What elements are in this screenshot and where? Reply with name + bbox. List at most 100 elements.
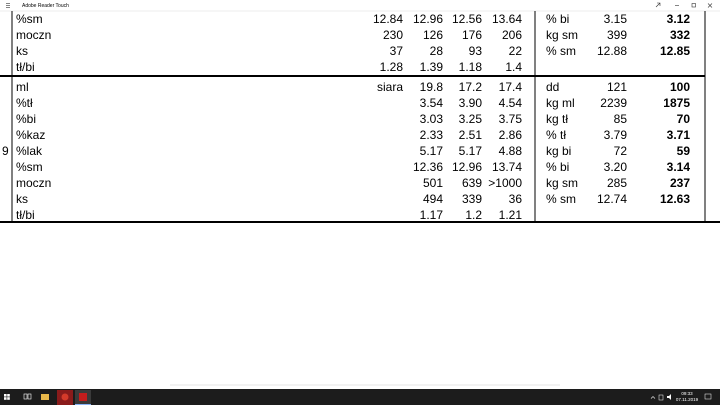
summary-label: % bi (546, 160, 569, 174)
row-group-label: 9 (2, 144, 9, 158)
summary-value: 3.15 (604, 12, 628, 26)
cell: 339 (462, 192, 482, 206)
summary-label: % sm (546, 44, 576, 58)
cell: 4.88 (499, 144, 523, 158)
menu-icon[interactable] (6, 3, 10, 8)
cell: 13.74 (492, 160, 522, 174)
window-title: Adobe Reader Touch (22, 3, 69, 9)
cell: 93 (469, 44, 483, 58)
table: %sm 12.84 12.96 12.56 13.64 % bi 3.15 3.12 moczn… (2, 12, 690, 222)
summary-value: 121 (607, 80, 627, 94)
fullscreen-button[interactable] (655, 2, 661, 8)
cell: 3.03 (420, 112, 444, 126)
cell: 3.75 (499, 112, 523, 126)
summary-result: 70 (677, 112, 691, 126)
summary-result: 59 (677, 144, 691, 158)
cell: 1.4 (505, 60, 522, 74)
summary-value: 399 (607, 28, 627, 42)
summary-value: 12.88 (597, 44, 627, 58)
summary-label: % bi (546, 12, 569, 26)
cell: 17.2 (459, 80, 483, 94)
cell: 12.36 (413, 160, 443, 174)
cell: 12.84 (373, 12, 403, 26)
start-button[interactable] (4, 394, 10, 400)
reader-icon[interactable] (79, 393, 87, 401)
row-label: %sm (16, 12, 43, 26)
row-label: ks (16, 44, 28, 58)
taskbar (0, 389, 720, 405)
app-icon[interactable] (61, 393, 69, 401)
notifications-button[interactable] (704, 393, 712, 400)
clock-time[interactable]: 09:33 (681, 391, 693, 396)
cell: 5.17 (420, 144, 444, 158)
summary-value: 72 (614, 144, 628, 158)
cell: 1.2 (465, 208, 482, 222)
summary-label: dd (546, 80, 559, 94)
row-label: ks (16, 192, 28, 206)
task-view-button[interactable] (23, 393, 32, 400)
close-button[interactable] (707, 3, 713, 8)
cell: 206 (502, 28, 522, 42)
summary-result: 3.71 (667, 128, 691, 142)
cell: 12.96 (413, 12, 443, 26)
battery-icon[interactable] (658, 394, 664, 401)
summary-result: 1875 (663, 96, 690, 110)
cell: 4.54 (499, 96, 523, 110)
cell: 2.51 (459, 128, 483, 142)
cell: 17.4 (499, 80, 523, 94)
cell: 230 (383, 28, 403, 42)
row-label: %kaz (16, 128, 45, 142)
summary-label: kg tł (546, 112, 568, 126)
cell: 13.64 (492, 12, 522, 26)
cell: 1.39 (420, 60, 444, 74)
summary-result: 12.85 (660, 44, 690, 58)
maximize-button[interactable] (691, 3, 696, 8)
summary-result: 3.14 (667, 160, 691, 174)
cell: 1.18 (459, 60, 483, 74)
summary-label: % sm (546, 192, 576, 206)
cell: 3.90 (459, 96, 483, 110)
row-label: moczn (16, 176, 51, 190)
summary-value: 285 (607, 176, 627, 190)
cell: 12.56 (452, 12, 482, 26)
cell: 2.33 (420, 128, 444, 142)
cell: 36 (509, 192, 523, 206)
row-label: tł/bi (16, 208, 35, 222)
summary-label: kg bi (546, 144, 571, 158)
explorer-icon[interactable] (41, 394, 49, 400)
cell: 3.25 (459, 112, 483, 126)
row-label: moczn (16, 28, 51, 42)
cell: 501 (423, 176, 443, 190)
cell: 1.17 (420, 208, 444, 222)
cell: 1.28 (380, 60, 404, 74)
cell: 3.54 (420, 96, 444, 110)
summary-label: kg sm (546, 28, 578, 42)
row-label: %sm (16, 160, 43, 174)
cell: 494 (423, 192, 443, 206)
table-frame (0, 11, 720, 223)
clock-date[interactable]: 07.11.2019 (676, 397, 699, 402)
tray-expand[interactable] (650, 396, 656, 399)
row-label: %bi (16, 112, 36, 126)
cell: 176 (462, 28, 482, 42)
summary-value: 85 (614, 112, 628, 126)
summary-result: 237 (670, 176, 690, 190)
cell: 639 (462, 176, 482, 190)
summary-value: 12.74 (597, 192, 627, 206)
row-label: tł/bi (16, 60, 35, 74)
cell: 37 (390, 44, 404, 58)
summary-result: 332 (670, 28, 690, 42)
summary-value: 2239 (600, 96, 627, 110)
summary-label: kg sm (546, 176, 578, 190)
summary-value: 3.79 (604, 128, 628, 142)
summary-label: kg ml (546, 96, 575, 110)
cell: 1.21 (499, 208, 523, 222)
cell: 22 (509, 44, 523, 58)
summary-result: 3.12 (667, 12, 691, 26)
volume-icon[interactable] (667, 394, 671, 400)
row-label: ml (16, 80, 29, 94)
cell: 19.8 (420, 80, 444, 94)
